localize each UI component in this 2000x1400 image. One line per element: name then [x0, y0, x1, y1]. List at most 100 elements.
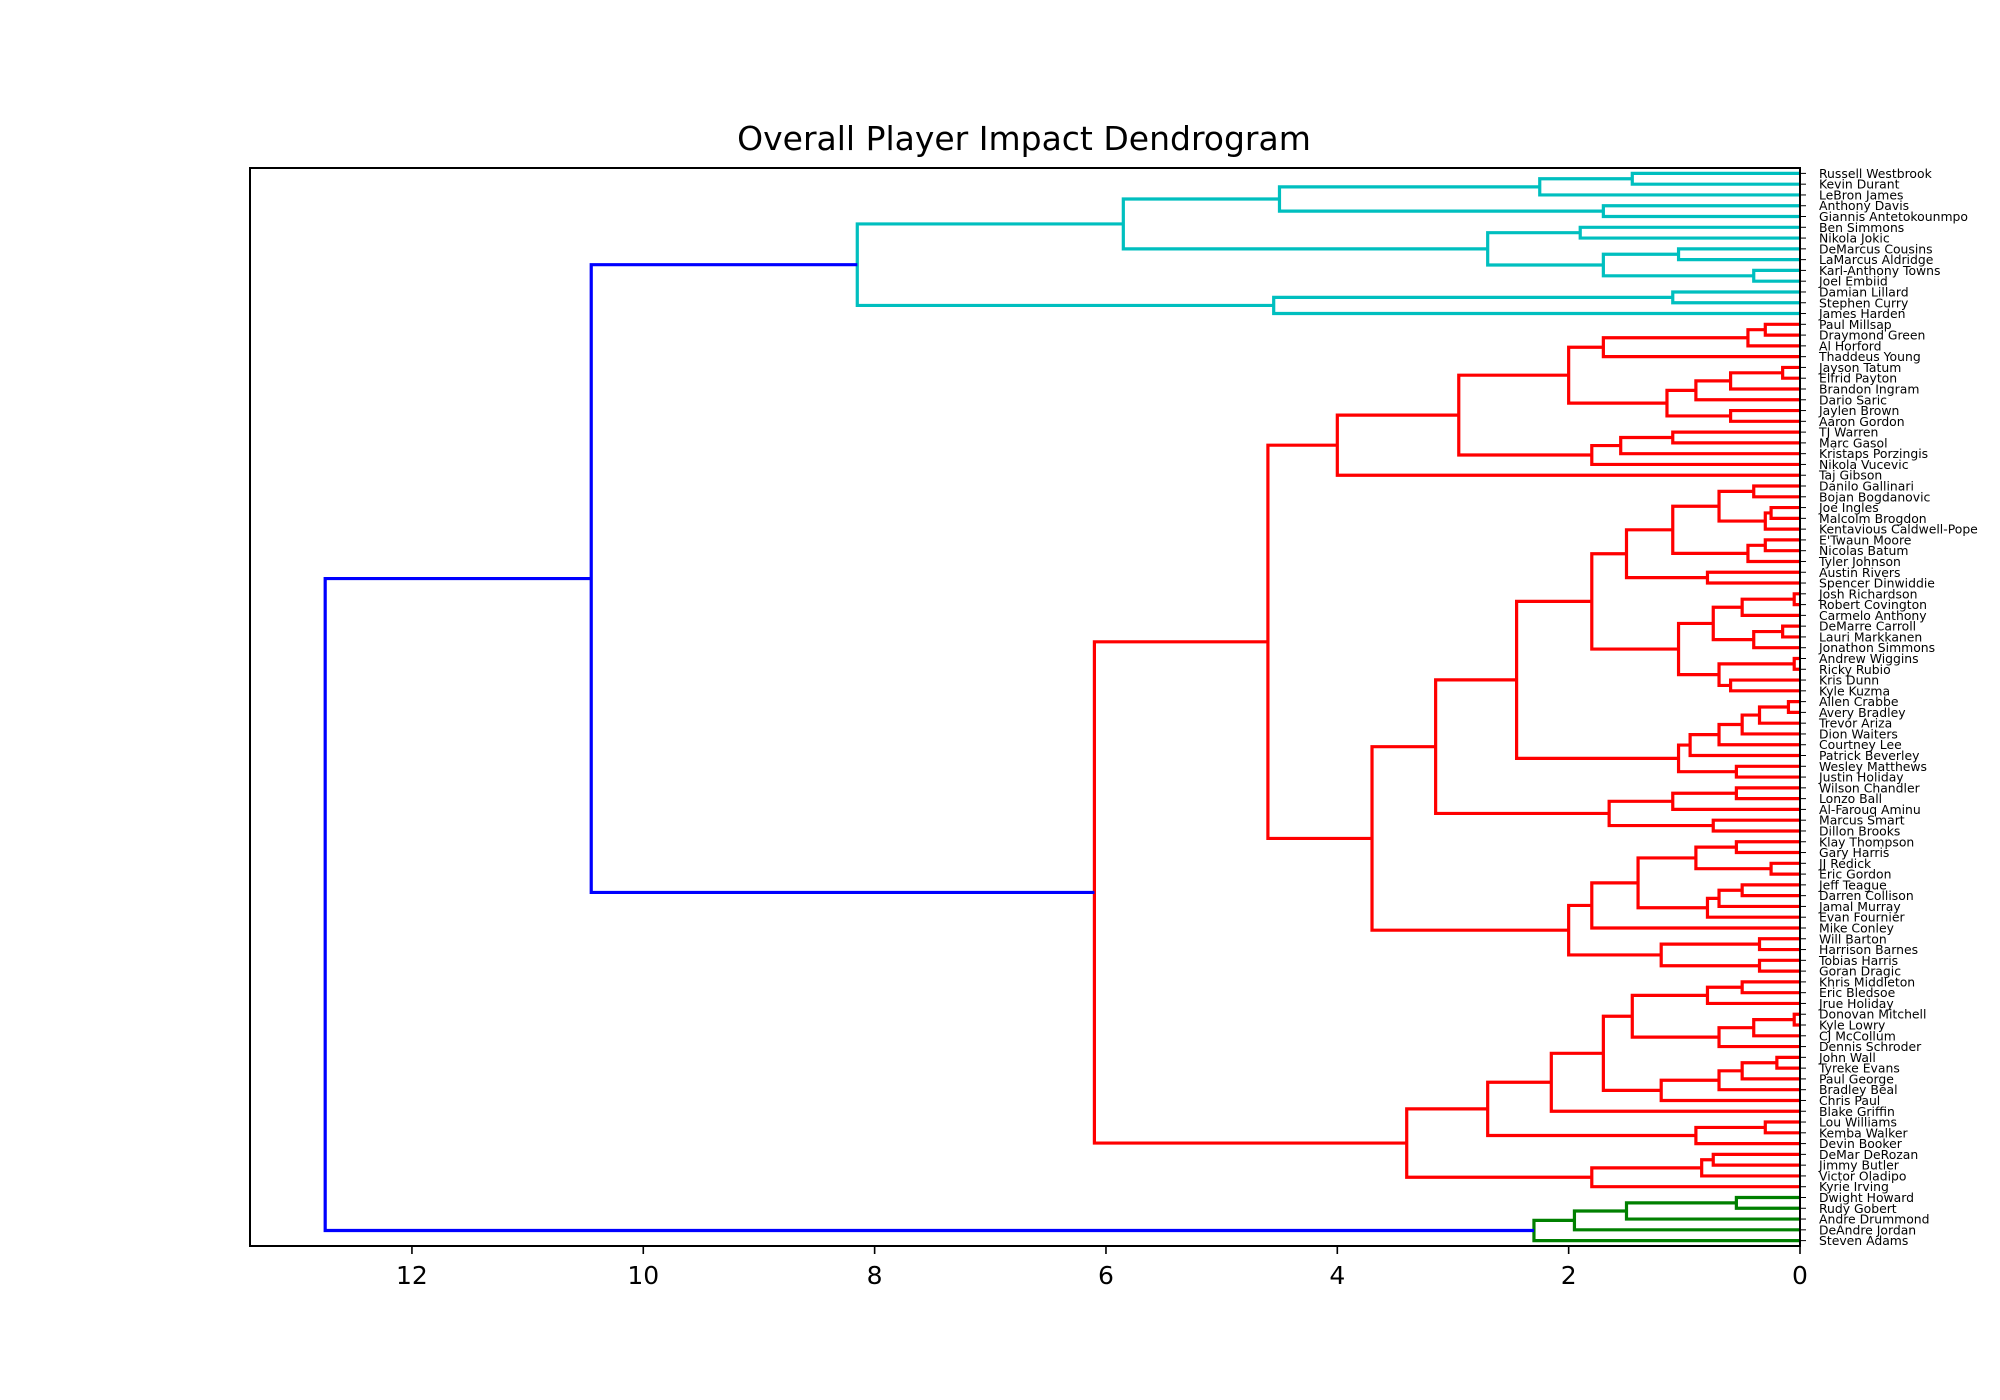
dendrogram-link [1705, 570, 1800, 585]
dendrogram-link [1740, 597, 1800, 617]
leaf-label: DeMarre Carroll [1819, 619, 1916, 634]
leaf-label: Brandon Ingram [1819, 381, 1919, 396]
dendrogram-link [1659, 942, 1760, 968]
dendrogram-link [1729, 371, 1800, 391]
leaf-label: Giannis Antetokounmpo [1819, 209, 1968, 224]
dendrogram-link [1601, 336, 1800, 359]
dendrogram-link [1671, 430, 1800, 445]
dendrogram-link [1734, 840, 1800, 855]
dendrogram-link [1746, 328, 1800, 348]
dendrogram-link [1515, 599, 1679, 760]
leaf-label: Nikola Vucevic [1819, 457, 1909, 472]
dendrogram-link [1752, 484, 1800, 499]
leaf-label: Joel Embiid [1818, 274, 1888, 289]
dendrogram-link [1717, 888, 1800, 909]
dendrogram-link [589, 263, 1095, 895]
dendrogram-link [1676, 247, 1800, 262]
leaf-label: Josh Richardson [1818, 586, 1917, 601]
dendrogram-link [1630, 993, 1720, 1039]
x-tick-label: 2 [1561, 1261, 1577, 1290]
dendrogram-link [1578, 225, 1800, 240]
leaf-label: Marc Gasol [1819, 435, 1888, 450]
leaf-label: Courtney Lee [1819, 737, 1902, 752]
dendrogram-link [1711, 1152, 1800, 1167]
leaf-label: DeMarcus Cousins [1819, 241, 1933, 256]
leaf-label: Blake Griffin [1819, 1104, 1895, 1119]
x-axis: 12 10 8 6 4 2 0 [396, 1246, 1808, 1290]
leaf-label: Donovan Mitchell [1819, 1007, 1926, 1022]
dendrogram-link [1763, 322, 1800, 337]
dendrogram-link [1763, 1120, 1800, 1135]
dendrogram-link [1277, 185, 1604, 213]
leaf-label: LeBron James [1819, 187, 1903, 202]
x-tick-label: 6 [1098, 1261, 1114, 1290]
leaf-label: Justin Holiday [1818, 770, 1904, 785]
leaf-label: Goran Dragic [1819, 964, 1901, 979]
leaf-label: Ben Simmons [1819, 220, 1904, 235]
dendrogram-link [1121, 197, 1488, 251]
leaf-label: Patrick Beverley [1819, 748, 1919, 763]
leaf-label: Mike Conley [1819, 920, 1894, 935]
dendrogram-link [1792, 1012, 1800, 1027]
leaf-label: Lonzo Ball [1819, 791, 1882, 806]
dendrogram-link [1740, 980, 1800, 995]
dendrogram-link [1717, 662, 1795, 688]
dendrogram-link [1781, 624, 1800, 639]
dendrogram-link [1405, 1107, 1592, 1179]
dendrogram-link [1717, 489, 1766, 523]
dendrogram-link [1734, 1195, 1800, 1210]
leaf-label: Jrue Holiday [1818, 996, 1894, 1011]
dendrogram-link [1717, 1026, 1800, 1049]
leaf-label: Jeff Teague [1818, 877, 1887, 892]
dendrogram-link [1781, 365, 1800, 380]
dendrogram-link [1676, 743, 1737, 774]
leaf-label: Joe Ingles [1818, 500, 1879, 515]
dendrogram-link [1532, 1218, 1800, 1243]
dendrogram-link [1711, 818, 1800, 833]
leaf-label: Anthony Davis [1819, 198, 1909, 213]
leaf-label: Lou Williams [1819, 1115, 1897, 1130]
leaf-label: Tyler Johnson [1818, 554, 1901, 569]
leaf-label: Gary Harris [1819, 845, 1889, 860]
dendrogram-link [1272, 295, 1800, 316]
leaf-label: Will Barton [1819, 931, 1887, 946]
dendrogram-link [1266, 443, 1373, 841]
dendrogram-link [1792, 592, 1800, 607]
leaf-label: E'Twaun Moore [1819, 532, 1911, 547]
leaf-label: Devin Booker [1819, 1136, 1903, 1151]
leaf-label: Al-Farouq Aminu [1819, 802, 1921, 817]
leaf-label: Avery Bradley [1819, 705, 1906, 720]
leaf-label: Robert Covington [1819, 597, 1927, 612]
leaf-label: JJ Redick [1818, 856, 1872, 871]
leaf-label: Thaddeus Young [1818, 349, 1921, 364]
dendrogram-link [1740, 1061, 1800, 1081]
dendrogram-link [1729, 678, 1800, 693]
dendrogram-link [1671, 504, 1748, 555]
dendrogram-link [1769, 505, 1800, 520]
leaf-label: Al Horford [1819, 338, 1882, 353]
dendrogram-link [1740, 883, 1800, 898]
dendrogram-link [1601, 204, 1800, 219]
dendrogram-link [1786, 700, 1800, 714]
dendrogram-link [1763, 538, 1800, 553]
leaf-label: James Harden [1818, 306, 1905, 321]
chart-title: Overall Player Impact Dendrogram [737, 119, 1311, 158]
leaf-label: Kentavious Caldwell-Pope [1819, 522, 1978, 537]
leaf-label: Jaylen Brown [1818, 403, 1899, 418]
leaf-label: Carmelo Anthony [1819, 608, 1927, 623]
leaf-label: Austin Rivers [1819, 565, 1900, 580]
dendrogram-link [1752, 629, 1800, 650]
leaf-label: Kyrie Irving [1819, 1179, 1889, 1194]
leaf-label: Ricky Rubio [1819, 662, 1891, 677]
leaf-label: Harrison Barnes [1819, 942, 1918, 957]
leaf-label: Nicolas Batum [1819, 543, 1908, 558]
dendrogram-link [1757, 958, 1800, 973]
leaf-label: Malcolm Brogdon [1819, 511, 1927, 526]
leaf-label: Kevin Durant [1819, 177, 1900, 192]
leaf-label: Dillon Brooks [1819, 823, 1900, 838]
dendrogram-link [1486, 1080, 1696, 1138]
dendrogram-link [1601, 252, 1754, 278]
dendrogram-link [1792, 656, 1800, 671]
